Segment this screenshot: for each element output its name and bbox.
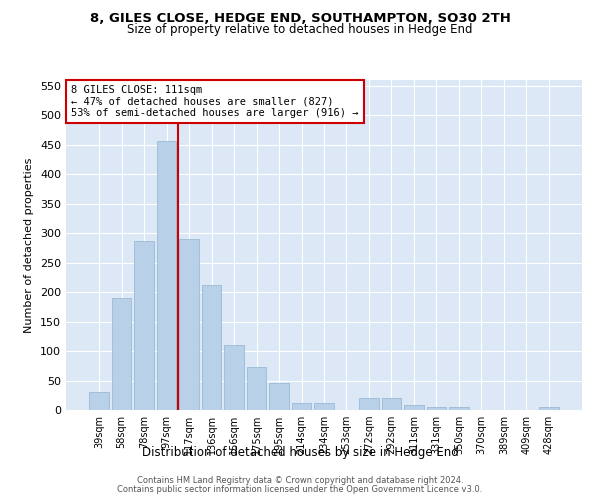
Bar xyxy=(404,406,424,410)
Bar xyxy=(224,345,244,410)
Text: 8 GILES CLOSE: 111sqm
← 47% of detached houses are smaller (827)
53% of semi-det: 8 GILES CLOSE: 111sqm ← 47% of detached … xyxy=(71,85,359,118)
Bar xyxy=(269,383,289,410)
Text: Distribution of detached houses by size in Hedge End: Distribution of detached houses by size … xyxy=(142,446,458,459)
Bar xyxy=(382,398,401,410)
Text: Contains public sector information licensed under the Open Government Licence v3: Contains public sector information licen… xyxy=(118,485,482,494)
Bar xyxy=(292,403,311,410)
Bar xyxy=(247,367,266,410)
Bar xyxy=(427,407,446,410)
Bar xyxy=(449,407,469,410)
Bar xyxy=(179,239,199,410)
Text: Contains HM Land Registry data © Crown copyright and database right 2024.: Contains HM Land Registry data © Crown c… xyxy=(137,476,463,485)
Y-axis label: Number of detached properties: Number of detached properties xyxy=(25,158,34,332)
Bar xyxy=(157,140,176,410)
Bar xyxy=(112,298,131,410)
Text: Size of property relative to detached houses in Hedge End: Size of property relative to detached ho… xyxy=(127,22,473,36)
Bar xyxy=(89,392,109,410)
Bar xyxy=(134,241,154,410)
Bar xyxy=(539,407,559,410)
Bar xyxy=(359,398,379,410)
Text: 8, GILES CLOSE, HEDGE END, SOUTHAMPTON, SO30 2TH: 8, GILES CLOSE, HEDGE END, SOUTHAMPTON, … xyxy=(89,12,511,26)
Bar xyxy=(202,285,221,410)
Bar xyxy=(314,403,334,410)
